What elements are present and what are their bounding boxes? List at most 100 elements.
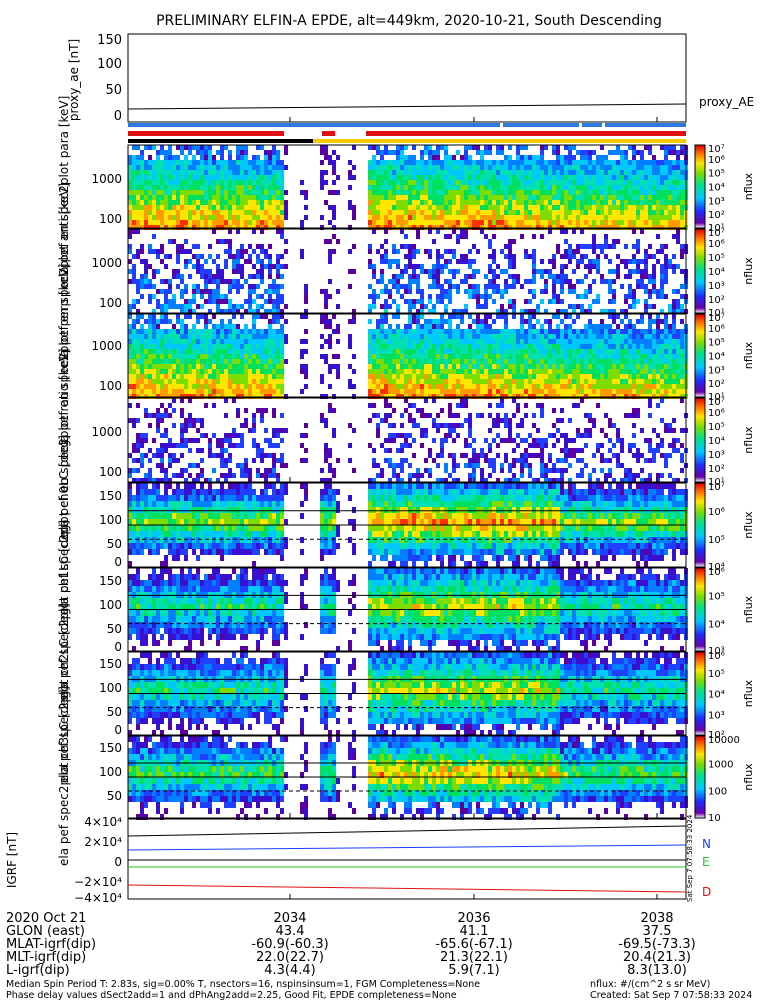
ae-tick-0: 0 xyxy=(114,109,122,124)
spectrogram-panels xyxy=(127,144,688,820)
igrf-panel: 4×10⁴ 2×10⁴ 0 −2×10⁴ −4×10⁴ IGRF [nT] N … xyxy=(5,814,711,905)
ephem-l-2: 5.9(7.1) xyxy=(448,963,500,978)
spec4-colorbar-tick: 10³ xyxy=(708,450,725,461)
pa1-colorbar-tick: 10³ xyxy=(708,646,725,657)
pa0-colorbar-tick: 10⁵ xyxy=(708,535,725,546)
footer-nflux-units: nflux: #/(cm^2 s sr MeV) xyxy=(590,979,710,990)
ae-tick-150: 150 xyxy=(97,33,122,48)
spec2-colorbar-tick: 10¹ xyxy=(708,308,725,319)
pa2-tick-0: 0 xyxy=(114,723,122,737)
spec3-colorbar-tick: 10⁶ xyxy=(708,324,725,335)
spec2-colorbar-tick: 10³ xyxy=(708,281,725,292)
igrf-tick-m4e4: −4×10⁴ xyxy=(74,891,122,905)
spec4-panel xyxy=(127,397,688,483)
pa2-colorbar-tick: 10⁵ xyxy=(708,669,725,680)
pa3-colorbar: 10 100 1000 10000 nflux xyxy=(694,735,755,824)
spec1-ylabel: ela pef en spec2plot para [keV] xyxy=(57,96,71,285)
pa0-tick-100: 100 xyxy=(99,513,122,527)
ephem-date: 2020 Oct 21 xyxy=(6,911,86,926)
pa2-tick-100: 100 xyxy=(99,681,122,695)
ephem-mlat-3: -69.5(-73.3) xyxy=(618,937,695,952)
pa3-ylabel: ela pef spec2plot ch3LC [deg] xyxy=(57,686,71,866)
spec1-colorbar-tick: 10³ xyxy=(708,196,725,207)
ephem-glon-3: 37.5 xyxy=(643,924,672,939)
spec1-panel xyxy=(127,144,688,230)
spec2-colorbar-tick: 10⁵ xyxy=(708,253,725,264)
pa1-colorbar-label: nflux xyxy=(742,595,755,623)
igrf-tick-4e4: 4×10⁴ xyxy=(84,815,122,829)
footer-created: Created: Sat Sep 7 07:58:33 2024 xyxy=(590,990,752,1000)
spec2-colorbar-tick: 10² xyxy=(708,295,725,306)
spec4-colorbar-tick: 10¹ xyxy=(708,477,725,488)
pa1-colorbar-tick: 10⁴ xyxy=(708,619,725,630)
pa2-ylabel: ela pef spec2plot ch2LC [deg] xyxy=(57,603,71,783)
pa0-colorbar-tick: 10⁴ xyxy=(708,562,725,573)
x-tick-label-2038: 2038 xyxy=(640,911,673,926)
igrf-tick-m2e4: −2×10⁴ xyxy=(74,875,122,889)
spec3-colorbar-tick: 10⁷ xyxy=(708,313,725,324)
pa1-colorbar-tick: 10⁶ xyxy=(708,567,725,578)
ae-tick-100: 100 xyxy=(97,57,122,72)
spec1-colorbar-tick: 10⁴ xyxy=(708,183,725,194)
x-axis-ticks xyxy=(289,117,658,899)
igrf-tick-0: 0 xyxy=(114,855,122,869)
igrf-ylabel: IGRF [nT] xyxy=(5,832,19,888)
pa3-colorbar-tick: 1000 xyxy=(708,759,733,770)
pa0-colorbar: 10⁴ 10⁵ 10⁶ 10⁷ nflux xyxy=(694,482,755,573)
ephem-label-l: L-igrf(dip) xyxy=(6,963,70,978)
pa3-colorbar-label: nflux xyxy=(742,763,755,791)
spec1-colorbar-tick: 10⁶ xyxy=(708,155,725,166)
ephem-glon-2: 41.1 xyxy=(460,924,489,939)
spec1-colorbar-tick: 10² xyxy=(708,210,725,221)
spec3-colorbar-tick: 10¹ xyxy=(708,392,725,403)
pa2-colorbar-tick: 10² xyxy=(708,730,725,741)
spec2-tick-1000: 1000 xyxy=(91,256,122,270)
igrf-legend-n: N xyxy=(702,837,711,851)
spec1-tick-100: 100 xyxy=(99,212,122,226)
spec1-colorbar-label: nflux xyxy=(742,172,755,200)
spec2-tick-100: 100 xyxy=(99,296,122,310)
footer: Median Spin Period T: 2.83s, sig=0.00% T… xyxy=(6,979,752,1000)
spec2-colorbar-tick: 10⁴ xyxy=(708,267,725,278)
spec1-colorbar-tick: 10¹ xyxy=(708,223,725,234)
ephem-l-3: 8.3(13.0) xyxy=(627,963,687,978)
pa1-tick-50: 50 xyxy=(107,622,122,636)
pa2-colorbar-tick: 10⁴ xyxy=(708,690,725,701)
ephem-l-1: 4.3(4.4) xyxy=(264,963,316,978)
igrf-line-n xyxy=(127,844,687,851)
ephem-glon-1: 43.4 xyxy=(276,924,305,939)
pa1-tick-150: 150 xyxy=(99,574,122,588)
pa3-panel xyxy=(127,735,688,820)
spec2-ylabel: ela pef en spec2plot anti [keV] xyxy=(57,183,71,367)
proxy-ae-panel: 150 100 50 0 proxy_ae [nT] proxy_AE xyxy=(67,33,754,124)
pa0-colorbar-tick: 10⁷ xyxy=(708,482,725,493)
ephemeris-table: 2020 Oct 21 2034 2036 2038 GLON (east) 4… xyxy=(6,911,696,978)
ephem-mlt-3: 20.4(21.3) xyxy=(623,950,691,965)
spec3-tick-1000: 1000 xyxy=(91,339,122,353)
igrf-line-total xyxy=(127,825,687,837)
footer-line-2: Phase delay values dSect2add=1 and dPhAn… xyxy=(6,990,457,1000)
ephem-mlat-1: -60.9(-60.3) xyxy=(251,937,328,952)
pa1-tick-0: 0 xyxy=(114,640,122,654)
pa2-colorbar-tick: 10³ xyxy=(708,710,725,721)
spec4-colorbar-tick: 10² xyxy=(708,464,725,475)
spec3-panel xyxy=(127,313,688,399)
spec3-colorbar-label: nflux xyxy=(742,341,755,369)
pa0-ylabel: ela pef spec2plot ch0LC [deg] xyxy=(57,435,71,615)
ae-legend: proxy_AE xyxy=(699,95,754,109)
pa3-tick-100: 100 xyxy=(99,765,122,779)
spec3-colorbar-tick: 10² xyxy=(708,379,725,390)
pa3-colorbar-tick: 100 xyxy=(708,787,727,798)
pa3-tick-50: 50 xyxy=(107,789,122,803)
spec4-ylabel: ela pef en spec2plot ratio [keV] xyxy=(57,349,71,538)
ephem-mlat-2: -65.6(-67.1) xyxy=(435,937,512,952)
proxy-ae-line xyxy=(127,103,687,110)
pa1-colorbar: 10³ 10⁴ 10⁵ 10⁶ nflux xyxy=(694,567,755,657)
ephem-mlt-2: 21.3(22.1) xyxy=(440,950,508,965)
pa1-ylabel: ela pef spec2plot ch1LC [deg] xyxy=(57,520,71,700)
pa2-panel xyxy=(127,651,688,736)
pa0-tick-0: 0 xyxy=(114,555,122,569)
